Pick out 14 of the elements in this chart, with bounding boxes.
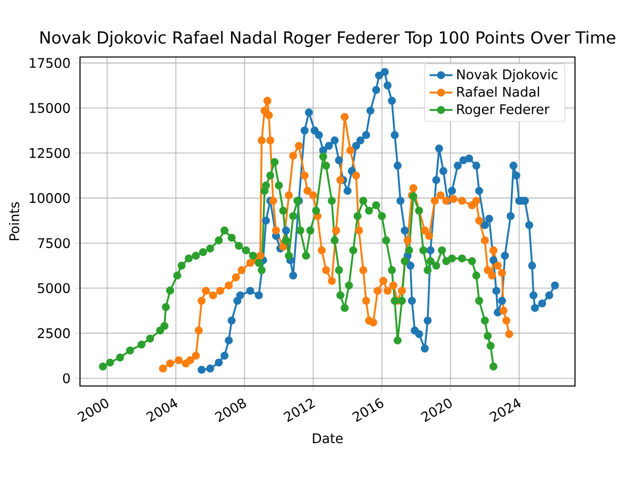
y-tick-label: 17500 <box>30 58 70 68</box>
y-tick-label: 0 <box>63 373 70 384</box>
y-axis-title: Points <box>8 202 20 240</box>
y-tick-label: 10000 <box>30 193 70 204</box>
y-tick-label: 5000 <box>38 283 70 294</box>
y-tick-label: 12500 <box>30 148 70 158</box>
legend-label: Roger Federer <box>457 104 550 117</box>
legend-label: Rafael Nadal <box>457 86 540 97</box>
legend-label: Novak Djokovic <box>457 69 558 82</box>
chart-title: Novak Djokovic Rafael Nadal Roger Federer Top 100 Points Over Time <box>40 30 616 47</box>
y-tick-label: 15000 <box>30 102 70 114</box>
y-tick-label: 7500 <box>38 238 70 248</box>
y-tick-label: 2500 <box>38 328 70 338</box>
x-axis-title: Date <box>312 433 343 444</box>
